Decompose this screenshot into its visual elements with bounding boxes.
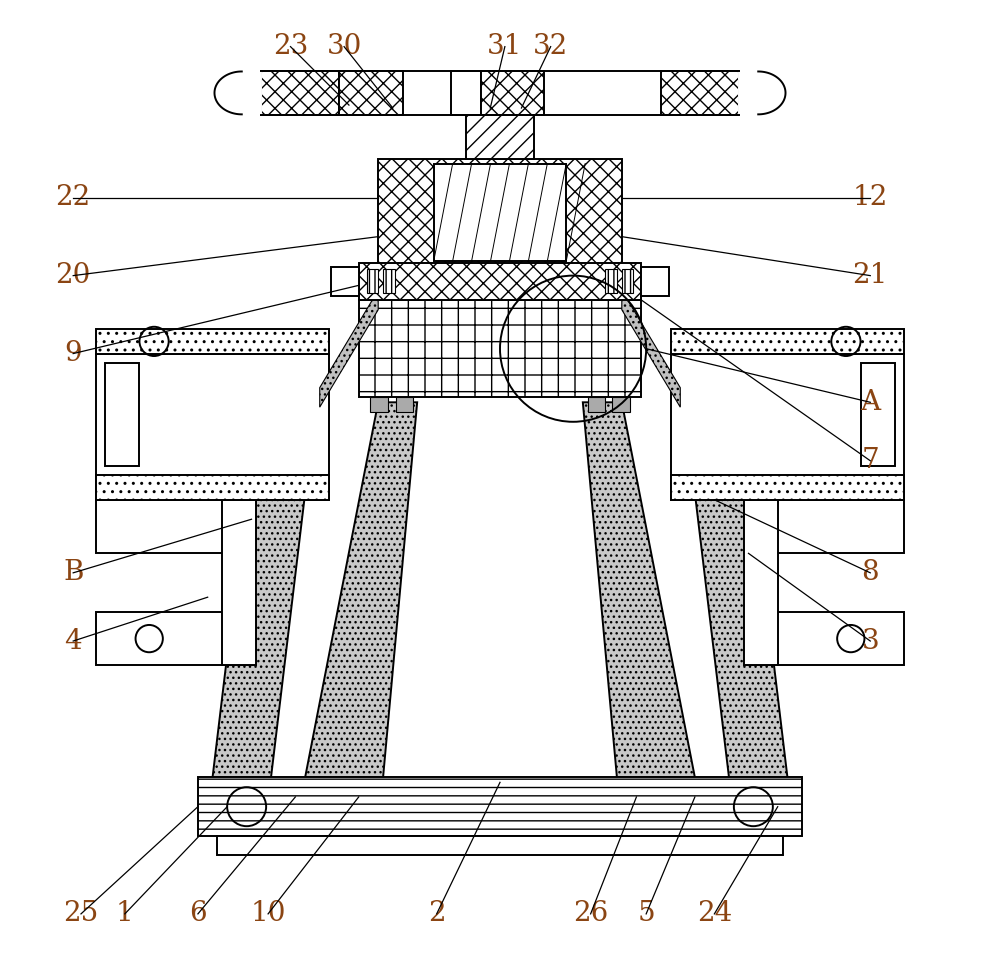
- Bar: [96, 329, 329, 354]
- Bar: [744, 500, 904, 554]
- Bar: [367, 269, 378, 293]
- Bar: [359, 300, 641, 398]
- Bar: [198, 777, 802, 836]
- Text: 26: 26: [573, 901, 608, 927]
- Bar: [744, 612, 904, 665]
- Text: A: A: [860, 389, 880, 416]
- Bar: [605, 269, 617, 293]
- Bar: [641, 267, 669, 296]
- Text: 12: 12: [853, 184, 888, 211]
- Text: 5: 5: [637, 901, 655, 927]
- Text: 8: 8: [861, 560, 879, 586]
- Bar: [451, 71, 481, 115]
- Text: B: B: [63, 560, 83, 586]
- Bar: [331, 267, 359, 296]
- Bar: [481, 71, 544, 115]
- Bar: [466, 115, 534, 159]
- Polygon shape: [305, 403, 417, 777]
- Text: 20: 20: [56, 262, 91, 289]
- Bar: [861, 364, 895, 466]
- Text: 24: 24: [697, 901, 732, 927]
- Text: 3: 3: [861, 627, 879, 655]
- Text: 32: 32: [533, 33, 568, 60]
- Text: 2: 2: [428, 901, 445, 927]
- Text: 1: 1: [116, 901, 134, 927]
- Bar: [96, 500, 256, 554]
- Bar: [96, 612, 256, 665]
- Text: 9: 9: [64, 340, 82, 368]
- Bar: [359, 263, 641, 300]
- Text: 30: 30: [326, 33, 362, 60]
- Bar: [434, 164, 566, 261]
- Polygon shape: [583, 403, 695, 777]
- Bar: [661, 71, 739, 115]
- Text: 7: 7: [861, 447, 879, 474]
- Text: 31: 31: [487, 33, 523, 60]
- Polygon shape: [213, 412, 315, 777]
- Text: 22: 22: [56, 184, 91, 211]
- Text: 21: 21: [853, 262, 888, 289]
- Text: 6: 6: [189, 901, 207, 927]
- Text: 10: 10: [250, 901, 286, 927]
- Text: 23: 23: [273, 33, 308, 60]
- Polygon shape: [214, 71, 261, 115]
- Polygon shape: [320, 290, 378, 407]
- Polygon shape: [685, 412, 787, 777]
- Bar: [261, 71, 339, 115]
- Bar: [96, 354, 329, 500]
- Bar: [612, 398, 630, 412]
- Polygon shape: [739, 71, 786, 115]
- Bar: [744, 500, 778, 665]
- Bar: [396, 398, 413, 412]
- Bar: [217, 836, 783, 856]
- Bar: [222, 500, 256, 665]
- Bar: [383, 269, 395, 293]
- Bar: [378, 159, 622, 266]
- Bar: [588, 398, 605, 412]
- Polygon shape: [622, 290, 680, 407]
- Bar: [671, 475, 904, 500]
- Bar: [96, 475, 329, 500]
- Bar: [622, 269, 633, 293]
- Bar: [671, 354, 904, 500]
- Text: 4: 4: [64, 627, 82, 655]
- Bar: [105, 364, 139, 466]
- Bar: [339, 71, 403, 115]
- Text: 25: 25: [63, 901, 99, 927]
- Bar: [370, 398, 388, 412]
- Bar: [671, 329, 904, 354]
